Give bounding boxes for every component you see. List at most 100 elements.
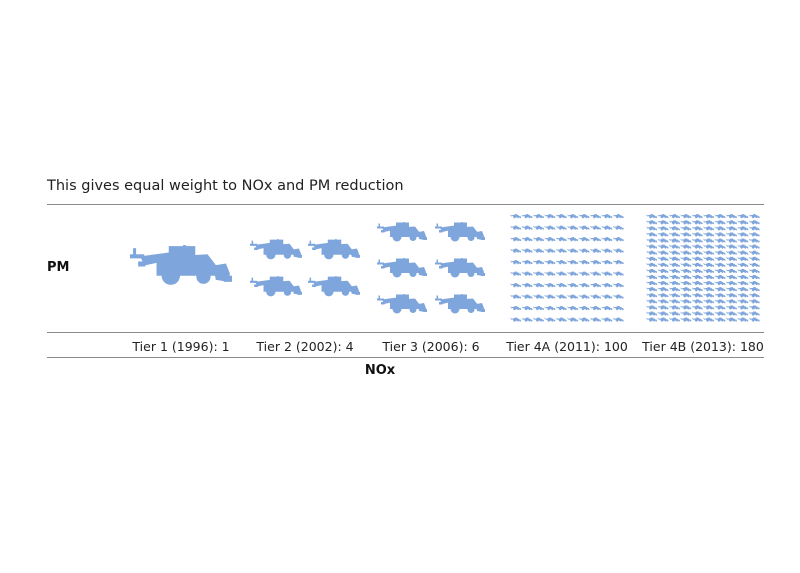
tier-label: Tier 4B (2013): 180 [642,339,764,354]
combine-harvester-icon [555,271,567,276]
combine-harvester-icon [714,214,726,219]
combine-harvester-icon [590,260,601,265]
combine-harvester-icon [691,317,703,322]
axis-line-lower [47,357,764,358]
combine-harvester-icon [680,238,692,243]
combine-harvester-icon [567,306,579,311]
combine-harvester-icon [435,294,485,314]
combine-harvester-icon [533,317,544,322]
combine-harvester-icon [250,276,302,297]
combine-harvester-icon [748,250,760,255]
combine-harvester-icon [691,287,703,292]
combine-harvester-icon [646,311,658,316]
combine-harvester-icon [646,256,658,261]
combine-harvester-icon [737,262,749,268]
combine-harvester-icon [612,260,624,265]
combine-harvester-icon [657,317,669,322]
combine-harvester-icon [737,299,749,304]
combine-harvester-icon [669,299,680,304]
combine-harvester-icon [669,244,680,249]
combine-harvester-icon [657,214,669,219]
combine-harvester-icon [544,317,556,322]
combine-harvester-icon [726,287,737,292]
combine-harvester-icon [680,262,692,268]
combine-harvester-icon [377,294,427,314]
combine-harvester-icon [748,317,760,322]
combine-harvester-icon [726,317,737,322]
combine-harvester-icon [726,293,737,298]
combine-harvester-icon [521,317,533,322]
combine-harvester-icon [680,220,692,225]
combine-harvester-icon [726,244,737,249]
combine-harvester-icon [669,262,680,268]
combine-harvester-icon [646,244,658,249]
combine-harvester-icon [669,238,680,243]
combine-harvester-icon [737,226,749,231]
combine-harvester-icon [703,214,715,219]
combine-harvester-icon [612,214,624,219]
combine-harvester-icon [691,250,703,255]
combine-harvester-icon [737,293,749,298]
combine-harvester-icon [590,294,601,299]
combine-harvester-icon [544,225,556,230]
combine-harvester-icon [578,306,590,311]
combine-harvester-icon [646,293,658,298]
combine-harvester-icon [567,248,579,253]
combine-harvester-icon [308,276,360,297]
combine-harvester-icon [737,281,749,286]
combine-harvester-icon [691,274,703,280]
combine-harvester-icon [601,237,613,242]
combine-harvester-icon [714,274,726,280]
tier-label: Tier 1 (1996): 1 [132,339,230,354]
combine-harvester-icon [737,214,749,219]
combine-harvester-icon [544,248,556,253]
combine-harvester-icon [714,238,726,243]
combine-harvester-icon [748,256,760,261]
combine-harvester-icon [726,214,737,219]
combine-harvester-icon [567,283,579,288]
combine-harvester-icon [657,311,669,316]
combine-harvester-icon [703,293,715,298]
combine-harvester-icon [510,283,522,288]
combine-harvester-icon [578,225,590,230]
combine-harvester-icon [590,317,601,322]
combine-harvester-icon [714,256,726,261]
combine-harvester-icon [555,214,567,219]
combine-harvester-icon [510,225,522,230]
combine-harvester-icon [555,306,567,311]
combine-harvester-icon [435,222,485,242]
combine-harvester-icon [657,220,669,225]
combine-harvester-icon [646,268,658,274]
combine-harvester-icon [646,238,658,243]
combine-harvester-icon [748,293,760,298]
combine-harvester-icon [646,232,658,237]
combine-harvester-icon [680,305,692,310]
y-axis-label: PM [47,260,70,275]
combine-harvester-icon [544,260,556,265]
combine-harvester-icon [601,260,613,265]
combine-harvester-icon [646,317,658,322]
combine-harvester-icon [703,226,715,231]
combine-harvester-icon [657,287,669,292]
combine-harvester-icon [748,238,760,243]
combine-harvester-icon [555,248,567,253]
combine-harvester-icon [657,293,669,298]
combine-harvester-icon [726,256,737,261]
combine-harvester-icon [578,214,590,219]
chart-title: This gives equal weight to NOx and PM re… [47,178,404,194]
combine-harvester-icon [646,220,658,225]
combine-harvester-icon [657,232,669,237]
combine-harvester-icon [669,250,680,255]
combine-harvester-icon [680,293,692,298]
combine-harvester-icon [737,317,749,322]
combine-harvester-icon [601,214,613,219]
combine-harvester-icon [669,305,680,310]
combine-harvester-icon [691,220,703,225]
combine-harvester-icon [567,237,579,242]
combine-harvester-icon [737,287,749,292]
combine-harvester-icon [703,262,715,268]
combine-harvester-icon [250,239,302,260]
combine-harvester-icon [714,262,726,268]
combine-harvester-icon [612,306,624,311]
